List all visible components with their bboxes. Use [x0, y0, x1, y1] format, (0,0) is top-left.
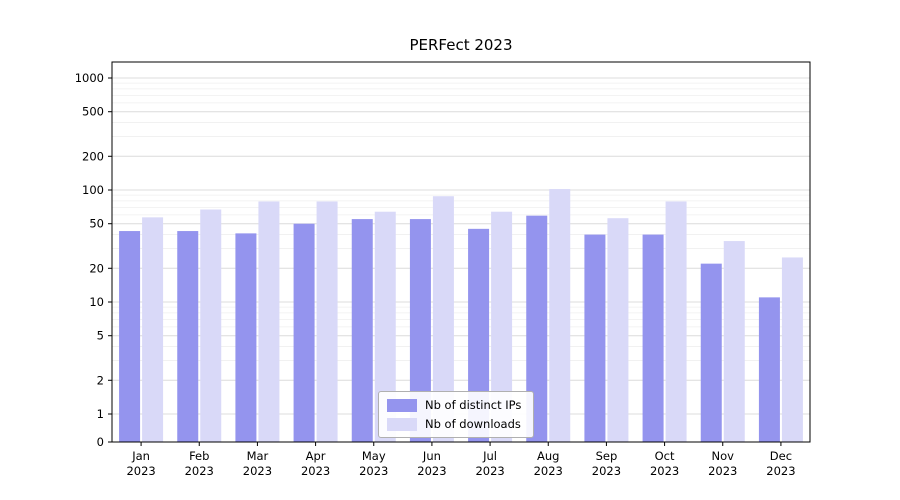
- x-tick-label-month: Jun: [422, 449, 441, 463]
- legend: Nb of distinct IPs Nb of downloads: [378, 391, 535, 438]
- x-tick-label-year: 2023: [650, 464, 679, 478]
- bar-downloads: [200, 209, 222, 442]
- y-tick-label: 10: [89, 295, 104, 309]
- bar-distinct-ips: [758, 297, 780, 442]
- y-tick-label: 200: [82, 149, 104, 163]
- x-tick-label-month: Oct: [655, 449, 675, 463]
- bar-downloads: [491, 211, 513, 442]
- x-tick-label-month: May: [362, 449, 386, 463]
- bar-distinct-ips: [584, 234, 606, 442]
- x-tick-label-month: Sep: [596, 449, 618, 463]
- x-tick-label-year: 2023: [417, 464, 446, 478]
- legend-label-downloads: Nb of downloads: [425, 417, 521, 431]
- y-tick-label: 50: [89, 217, 104, 231]
- x-tick-label-month: Apr: [306, 449, 326, 463]
- bar-distinct-ips: [177, 231, 199, 442]
- x-tick-label-year: 2023: [185, 464, 214, 478]
- bar-downloads: [142, 217, 164, 442]
- x-tick-label-month: Aug: [537, 449, 559, 463]
- bar-distinct-ips: [119, 231, 141, 442]
- y-tick-label: 5: [97, 329, 104, 343]
- y-tick-label: 1000: [75, 71, 104, 85]
- bar-distinct-ips: [526, 215, 548, 442]
- x-tick-label-month: Jul: [482, 449, 497, 463]
- x-tick-label-month: Jan: [131, 449, 150, 463]
- y-tick-label: 20: [89, 261, 104, 275]
- legend-item-distinct-ips: Nb of distinct IPs: [387, 398, 521, 412]
- y-tick-label: 100: [82, 183, 104, 197]
- x-tick-label-year: 2023: [592, 464, 621, 478]
- bar-distinct-ips: [700, 263, 722, 442]
- bar-downloads: [781, 257, 803, 442]
- x-tick-label-month: Feb: [189, 449, 209, 463]
- bar-downloads: [258, 201, 280, 442]
- x-tick-label-month: Dec: [770, 449, 792, 463]
- x-tick-label-year: 2023: [475, 464, 504, 478]
- plot-border: [111, 61, 811, 443]
- x-tick-label-year: 2023: [534, 464, 563, 478]
- y-tick-label: 2: [97, 373, 104, 387]
- legend-label-distinct-ips: Nb of distinct IPs: [425, 398, 522, 412]
- legend-item-downloads: Nb of downloads: [387, 417, 521, 431]
- bar-distinct-ips: [642, 234, 664, 442]
- bar-distinct-ips: [468, 228, 490, 442]
- bar-downloads: [374, 211, 396, 442]
- legend-swatch-distinct-ips: [387, 398, 417, 412]
- bar-distinct-ips: [293, 223, 315, 442]
- legend-swatch-downloads: [387, 417, 417, 431]
- x-tick-label-year: 2023: [243, 464, 272, 478]
- x-tick-label-month: Mar: [247, 449, 269, 463]
- x-tick-label-year: 2023: [359, 464, 388, 478]
- bar-distinct-ips: [351, 219, 373, 442]
- bar-downloads: [607, 218, 629, 442]
- bar-distinct-ips: [235, 233, 257, 442]
- bar-downloads: [665, 201, 687, 442]
- chart-title: PERFect 2023: [409, 36, 513, 54]
- x-tick-label-year: 2023: [126, 464, 155, 478]
- y-tick-label: 500: [82, 105, 104, 119]
- x-tick-label-year: 2023: [708, 464, 737, 478]
- x-tick-label-month: Nov: [712, 449, 735, 463]
- x-tick-label-year: 2023: [766, 464, 795, 478]
- y-tick-label: 1: [97, 407, 104, 421]
- x-tick-label-year: 2023: [301, 464, 330, 478]
- bar-downloads: [316, 201, 338, 442]
- y-tick-label: 0: [97, 435, 104, 449]
- bar-downloads: [432, 196, 454, 442]
- bar-downloads: [549, 189, 571, 442]
- bar-downloads: [723, 241, 745, 442]
- bar-distinct-ips: [409, 219, 431, 442]
